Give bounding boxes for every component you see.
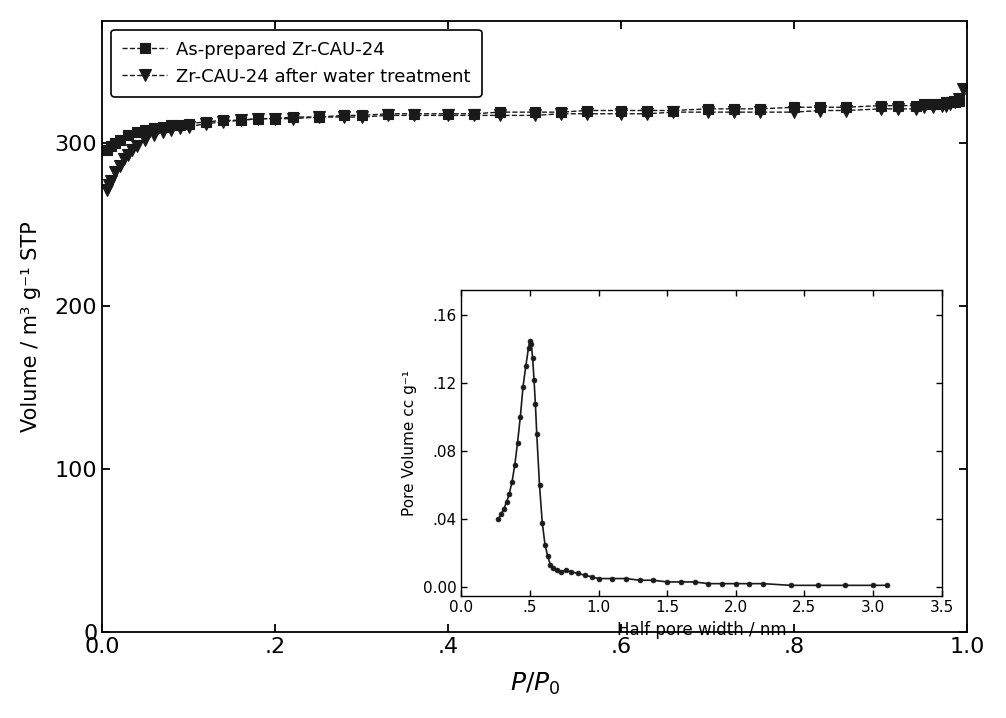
As-prepared Zr-CAU-24: [468, 109, 480, 118]
As-prepared Zr-CAU-24: [183, 119, 195, 128]
Zr-CAU-24 after water treatment: [940, 101, 952, 110]
Zr-CAU-24 after water treatment: [114, 162, 126, 170]
As-prepared Zr-CAU-24: [443, 109, 455, 118]
As-prepared Zr-CAU-24: [953, 96, 965, 105]
Y-axis label: Volume / m³ g⁻¹ STP: Volume / m³ g⁻¹ STP: [21, 221, 41, 432]
As-prepared Zr-CAU-24: [313, 113, 325, 121]
As-prepared Zr-CAU-24: [101, 145, 113, 154]
Line: Zr-CAU-24 after water treatment: Zr-CAU-24 after water treatment: [101, 84, 969, 196]
As-prepared Zr-CAU-24: [918, 100, 931, 108]
As-prepared Zr-CAU-24: [148, 124, 160, 133]
As-prepared Zr-CAU-24: [270, 114, 282, 123]
As-prepared Zr-CAU-24: [131, 127, 143, 136]
As-prepared Zr-CAU-24: [356, 111, 368, 120]
As-prepared Zr-CAU-24: [287, 113, 299, 121]
As-prepared Zr-CAU-24: [554, 108, 566, 116]
As-prepared Zr-CAU-24: [217, 116, 229, 125]
As-prepared Zr-CAU-24: [616, 106, 628, 115]
As-prepared Zr-CAU-24: [200, 118, 212, 126]
As-prepared Zr-CAU-24: [814, 103, 826, 111]
As-prepared Zr-CAU-24: [494, 108, 506, 116]
As-prepared Zr-CAU-24: [727, 105, 739, 113]
As-prepared Zr-CAU-24: [936, 100, 948, 108]
As-prepared Zr-CAU-24: [945, 98, 957, 107]
As-prepared Zr-CAU-24: [927, 100, 939, 108]
As-prepared Zr-CAU-24: [114, 136, 126, 144]
As-prepared Zr-CAU-24: [641, 106, 653, 115]
As-prepared Zr-CAU-24: [667, 106, 679, 115]
As-prepared Zr-CAU-24: [338, 111, 350, 120]
As-prepared Zr-CAU-24: [110, 139, 122, 147]
As-prepared Zr-CAU-24: [909, 101, 921, 110]
As-prepared Zr-CAU-24: [122, 131, 134, 139]
As-prepared Zr-CAU-24: [753, 105, 766, 113]
As-prepared Zr-CAU-24: [875, 101, 887, 110]
As-prepared Zr-CAU-24: [234, 116, 246, 125]
Line: As-prepared Zr-CAU-24: As-prepared Zr-CAU-24: [102, 96, 964, 154]
As-prepared Zr-CAU-24: [165, 121, 177, 129]
Zr-CAU-24 after water treatment: [641, 109, 653, 118]
Legend: As-prepared Zr-CAU-24, Zr-CAU-24 after water treatment: As-prepared Zr-CAU-24, Zr-CAU-24 after w…: [112, 30, 482, 96]
Zr-CAU-24 after water treatment: [957, 85, 969, 93]
As-prepared Zr-CAU-24: [702, 105, 714, 113]
As-prepared Zr-CAU-24: [580, 106, 593, 115]
As-prepared Zr-CAU-24: [252, 114, 264, 123]
As-prepared Zr-CAU-24: [407, 109, 420, 118]
As-prepared Zr-CAU-24: [174, 121, 186, 129]
As-prepared Zr-CAU-24: [529, 108, 541, 116]
As-prepared Zr-CAU-24: [140, 126, 152, 134]
Zr-CAU-24 after water treatment: [252, 114, 264, 123]
As-prepared Zr-CAU-24: [157, 123, 169, 131]
Zr-CAU-24 after water treatment: [580, 109, 593, 118]
As-prepared Zr-CAU-24: [381, 109, 393, 118]
Zr-CAU-24 after water treatment: [381, 111, 393, 120]
As-prepared Zr-CAU-24: [789, 103, 801, 111]
As-prepared Zr-CAU-24: [892, 101, 904, 110]
As-prepared Zr-CAU-24: [949, 98, 961, 107]
X-axis label: $P/P_0$: $P/P_0$: [510, 671, 560, 697]
As-prepared Zr-CAU-24: [940, 98, 952, 107]
As-prepared Zr-CAU-24: [840, 103, 852, 111]
Zr-CAU-24 after water treatment: [101, 186, 113, 195]
As-prepared Zr-CAU-24: [105, 142, 117, 151]
